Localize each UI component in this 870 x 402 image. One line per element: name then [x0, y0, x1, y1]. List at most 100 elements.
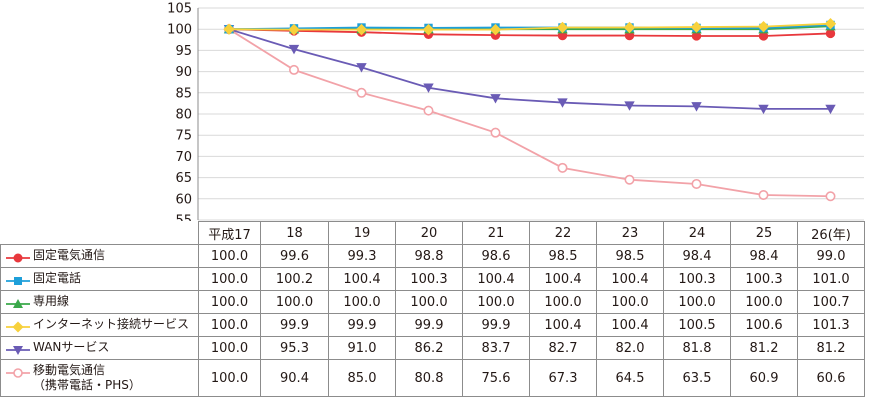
- data-label: 100.0: [198, 336, 261, 360]
- data-label: 100.0: [198, 244, 261, 268]
- legend-swatch: [6, 277, 30, 285]
- data-point: [690, 21, 703, 33]
- data-point: [624, 101, 635, 111]
- table-header-row: 平成17 18 19 20 21 22 23 24 25 26(年): [0, 221, 865, 245]
- series-line: [228, 28, 831, 110]
- y-tick-label: 60: [175, 192, 192, 207]
- data-point: [356, 87, 367, 98]
- legend-swatch: [6, 299, 30, 308]
- data-label: 75.6: [462, 359, 530, 397]
- data-label: 82.7: [529, 336, 597, 360]
- data-label: 100.0: [328, 290, 396, 314]
- data-label: 100.5: [663, 313, 731, 337]
- data-label: 99.0: [797, 244, 865, 268]
- data-label: 60.9: [730, 359, 798, 397]
- table-row: 固定電話 100.0 100.2 100.4 100.3 100.4 100.4 100.4 1…: [0, 267, 865, 291]
- data-label: 82.0: [596, 336, 664, 360]
- x-category-label: 25: [730, 221, 798, 245]
- series-line: [228, 28, 831, 198]
- data-point: [423, 83, 434, 93]
- series-line: [228, 24, 831, 31]
- data-label: 100.0: [462, 290, 530, 314]
- data-label: 81.2: [797, 336, 865, 360]
- data-label: 100.6: [730, 313, 798, 337]
- legend-swatch: [6, 321, 30, 333]
- x-category-label: 23: [596, 221, 664, 245]
- data-label: 99.9: [462, 313, 530, 337]
- data-label: 100.0: [395, 290, 463, 314]
- data-label: 83.7: [462, 336, 530, 360]
- legend-label: 移動電気通信: [33, 363, 106, 377]
- legend-marker: [14, 277, 22, 285]
- data-label: 100.4: [462, 267, 530, 291]
- x-category-label: 26(年): [797, 221, 865, 245]
- legend-entry: 固定電気通信: [0, 244, 199, 268]
- data-point: [288, 64, 299, 75]
- legend-entry: 移動電気通信 （携帯電話・PHS）: [0, 359, 199, 397]
- legend-entry: WANサービス: [0, 336, 199, 360]
- data-label: 90.4: [260, 359, 329, 397]
- y-tick-label: 80: [175, 108, 192, 123]
- series-markers: [223, 17, 837, 202]
- data-label: 86.2: [395, 336, 463, 360]
- data-point: [825, 104, 836, 115]
- data-point: [489, 23, 502, 36]
- y-tick-label: 55: [175, 214, 192, 222]
- series-lines: [228, 22, 831, 198]
- data-label: 100.7: [797, 290, 865, 314]
- legend-swatch: [6, 253, 30, 263]
- table-corner: [0, 221, 199, 245]
- table-row: 固定電気通信 100.0 99.6 99.3 98.8 98.6 98.5 98.5 98.4 9…: [0, 244, 865, 268]
- data-point: [624, 174, 635, 185]
- y-tick-label: 70: [175, 150, 192, 165]
- x-category-label: 19: [328, 221, 396, 245]
- data-label: 100.0: [260, 290, 329, 314]
- data-point: [556, 21, 569, 34]
- legend-marker: [13, 299, 23, 308]
- legend-swatch: [6, 368, 30, 378]
- legend-entry: 固定電話: [0, 267, 199, 291]
- x-category-label: 18: [260, 221, 329, 245]
- data-point: [691, 178, 702, 189]
- data-point: [490, 94, 501, 104]
- data-label: 99.9: [328, 313, 396, 337]
- x-category-label: 24: [663, 221, 731, 245]
- data-label: 100.0: [730, 290, 798, 314]
- data-point: [355, 23, 368, 36]
- table-row: 移動電気通信 （携帯電話・PHS） 100.0 90.4 85.0 80.8 75.6 67.…: [0, 359, 865, 397]
- legend-marker: [13, 253, 23, 263]
- data-point: [623, 21, 636, 34]
- y-tick-label: 100: [167, 23, 192, 38]
- y-tick-label: 90: [175, 65, 192, 80]
- y-tick-label: 105: [167, 2, 192, 17]
- legend-label: インターネット接続サービス: [33, 317, 190, 331]
- data-label: 63.5: [663, 359, 731, 397]
- legend-label: 専用線: [33, 294, 70, 308]
- data-point: [758, 189, 769, 200]
- table-row: 専用線 100.0 100.0 100.0 100.0 100.0 100.0 100.0 10…: [0, 290, 865, 314]
- data-label: 100.0: [198, 290, 261, 314]
- data-point: [557, 98, 568, 108]
- data-label: 100.3: [663, 267, 731, 291]
- data-point: [757, 20, 770, 33]
- legend-marker: [12, 321, 24, 333]
- legend-marker: [13, 368, 23, 378]
- legend-entry: インターネット接続サービス: [0, 313, 199, 337]
- data-label: 99.9: [395, 313, 463, 337]
- data-label: 100.3: [730, 267, 798, 291]
- data-label: 81.8: [663, 336, 731, 360]
- y-tick-label: 85: [175, 86, 192, 101]
- data-label: 98.5: [596, 244, 664, 268]
- data-point: [422, 23, 435, 36]
- data-label: 81.2: [730, 336, 798, 360]
- data-point: [423, 105, 434, 116]
- y-tick-label: 95: [175, 44, 192, 59]
- data-label: 98.4: [730, 244, 798, 268]
- data-label: 99.6: [260, 244, 329, 268]
- y-axis-tick-labels: 55 60 65 70 75 80 85 90 95 100 105: [167, 2, 192, 222]
- legend-label: 固定電気通信: [33, 248, 106, 262]
- data-point: [691, 102, 702, 112]
- data-label: 98.8: [395, 244, 463, 268]
- data-label: 101.0: [797, 267, 865, 291]
- legend-label: WANサービス: [33, 340, 110, 354]
